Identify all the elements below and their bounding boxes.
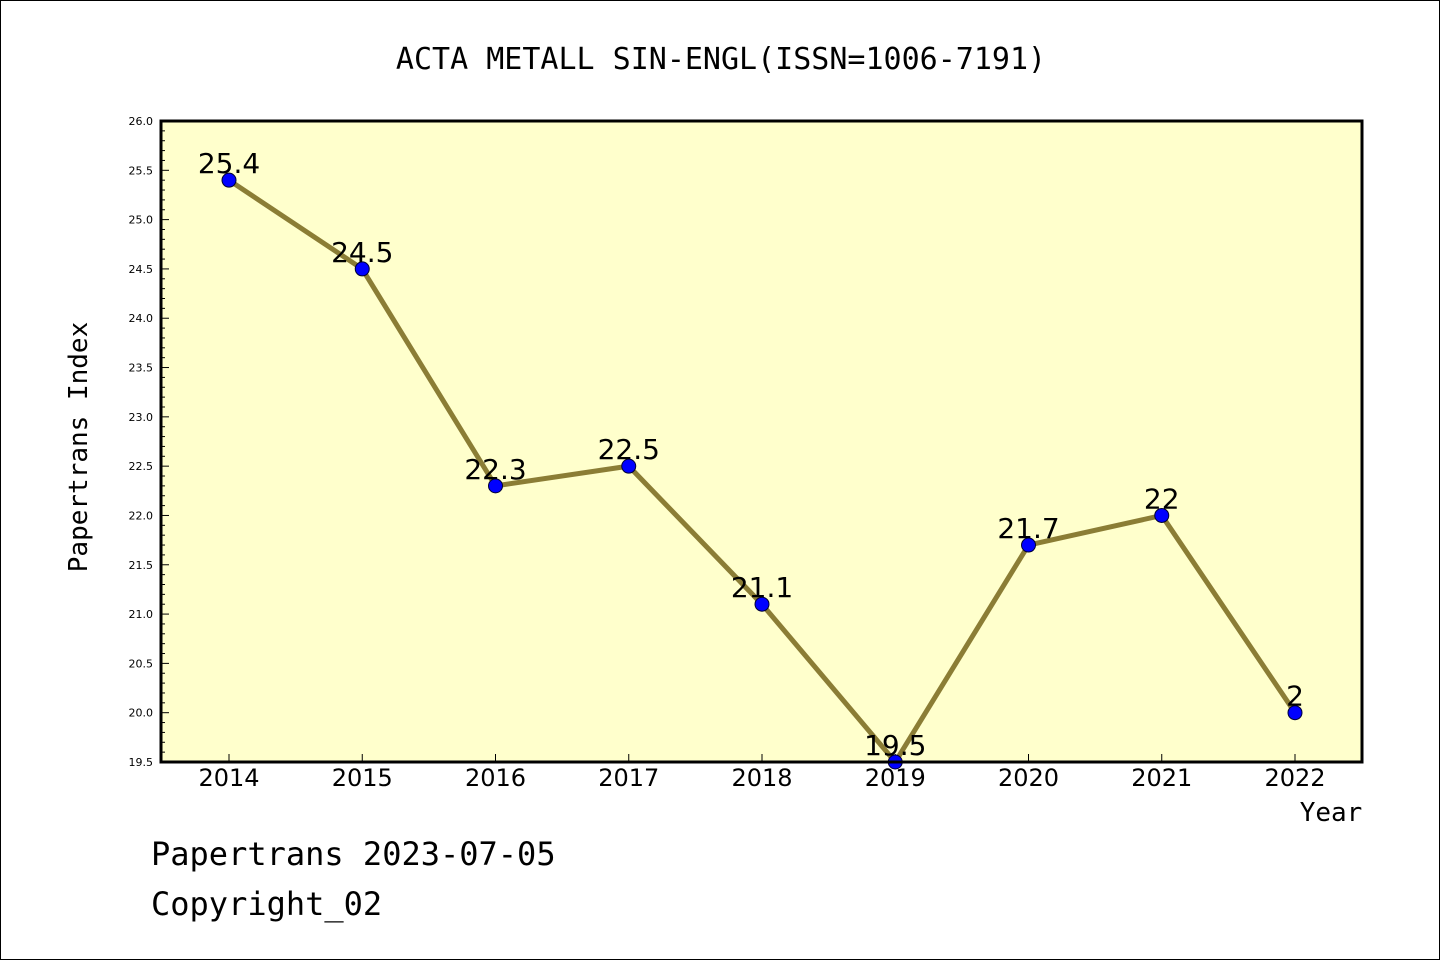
- data-point: [354, 261, 370, 277]
- x-axis-ticks: 2014 2015 2016 2017 2018 2019 2020 2021 2022: [198, 754, 1326, 792]
- x-tick-label: 2015: [332, 764, 393, 792]
- data-label: 25.4: [198, 147, 260, 180]
- y-tick-label: 20.5: [129, 657, 154, 670]
- data-label: 2: [1286, 680, 1304, 713]
- plot-area: [161, 121, 1362, 762]
- y-tick-label: 26.0: [129, 115, 154, 128]
- x-tick-label: 2020: [998, 764, 1059, 792]
- y-tick-label: 21.0: [129, 608, 154, 621]
- x-axis-label: Year: [1300, 798, 1363, 828]
- y-tick-label: 20.0: [129, 707, 154, 720]
- y-tick-label: 22.5: [129, 460, 154, 473]
- data-point: [1154, 507, 1170, 523]
- data-label: 21.1: [731, 571, 793, 604]
- data-label: 21.7: [997, 512, 1059, 545]
- data-label: 19.5: [864, 729, 926, 762]
- y-tick-label: 19.5: [129, 756, 154, 769]
- plot-frame: [159, 119, 1364, 764]
- data-point: [221, 172, 237, 188]
- y-tick-label: 25.5: [129, 164, 154, 177]
- data-label: 22.5: [598, 433, 660, 466]
- source-date-text: Papertrans 2023-07-05: [151, 835, 556, 873]
- y-tick-label: 21.5: [129, 559, 154, 572]
- data-point: [754, 596, 770, 612]
- y-tick-label: 24.0: [129, 312, 154, 325]
- y-tick-label: 25.0: [129, 214, 154, 227]
- y-tick-label: 23.5: [129, 362, 154, 375]
- y-tick-label: 23.0: [129, 411, 154, 424]
- x-tick-label: 2014: [198, 764, 259, 792]
- data-point: [621, 458, 637, 474]
- data-label: 22.3: [464, 453, 526, 486]
- x-tick-label: 2016: [465, 764, 526, 792]
- data-label: 22: [1144, 482, 1180, 515]
- chart-title: ACTA METALL SIN-ENGL(ISSN=1006-7191): [396, 42, 1046, 77]
- data-point: [1021, 537, 1036, 553]
- copyright-text: Copyright_02: [151, 885, 382, 923]
- x-tick-label: 2017: [598, 764, 659, 792]
- data-point: [1287, 705, 1303, 721]
- data-label: 24.5: [331, 236, 393, 269]
- y-axis-ticks: 19.5 20.0 20.5 21.0 21.5 22.0 22.5 23.0 23.5 24.0…: [129, 115, 169, 769]
- data-point: [488, 478, 503, 494]
- x-tick-label: 2022: [1264, 764, 1325, 792]
- y-tick-label: 24.5: [129, 263, 154, 276]
- y-axis-label: Papertrans Index: [64, 322, 94, 572]
- x-tick-label: 2021: [1131, 764, 1192, 792]
- x-tick-label: 2018: [731, 764, 792, 792]
- y-tick-label: 22.0: [129, 509, 154, 522]
